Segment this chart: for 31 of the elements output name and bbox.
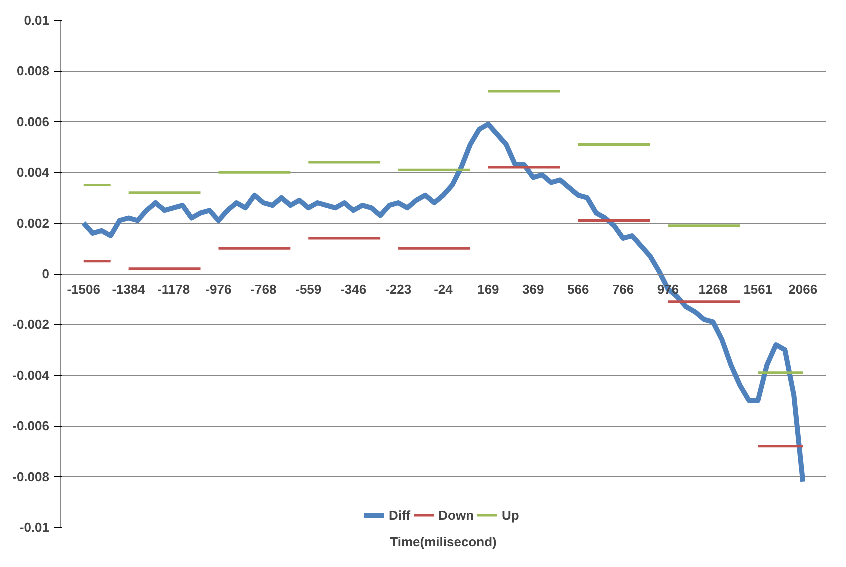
y-tick-label: 0	[42, 266, 50, 282]
x-tick-label: -24	[434, 282, 454, 297]
y-tick-label: 0.002	[16, 216, 50, 231]
y-tick-label: 0.004	[16, 165, 50, 180]
y-tick-label: -0.004	[12, 368, 50, 383]
legend-label: Up	[502, 508, 520, 522]
x-tick-label: -1178	[158, 282, 190, 297]
x-tick-label: 1561	[744, 282, 773, 297]
x-tick-label: -223	[386, 282, 412, 297]
y-tick-label: -0.008	[12, 469, 50, 484]
x-tick-label: 766	[612, 282, 634, 297]
y-tick-label: 0.008	[16, 64, 50, 79]
legend-label: Down	[438, 508, 474, 522]
x-tick-label: -976	[206, 282, 232, 297]
x-tick-label: -1384	[112, 282, 146, 297]
x-tick-label: 2066	[788, 282, 818, 297]
x-tick-label: 566	[568, 282, 590, 297]
y-tick-label: 0.01	[24, 13, 50, 28]
y-tick-label: 0.006	[16, 114, 50, 130]
y-tick-label: -0.006	[12, 418, 50, 434]
x-tick-label: -559	[296, 282, 322, 297]
legend-label: Diff	[388, 508, 411, 522]
x-axis-title: Time(milisecond)	[390, 534, 497, 550]
x-tick-label: -1506	[67, 282, 100, 297]
y-tick-label: -0.01	[20, 520, 50, 535]
x-tick-label: 1268	[698, 282, 728, 297]
y-tick-label: -0.002	[12, 317, 50, 332]
x-tick-label: -768	[250, 282, 277, 297]
x-tick-label: 369	[522, 282, 544, 297]
x-tick-label: 169	[478, 282, 500, 297]
x-tick-label: -346	[340, 282, 367, 297]
